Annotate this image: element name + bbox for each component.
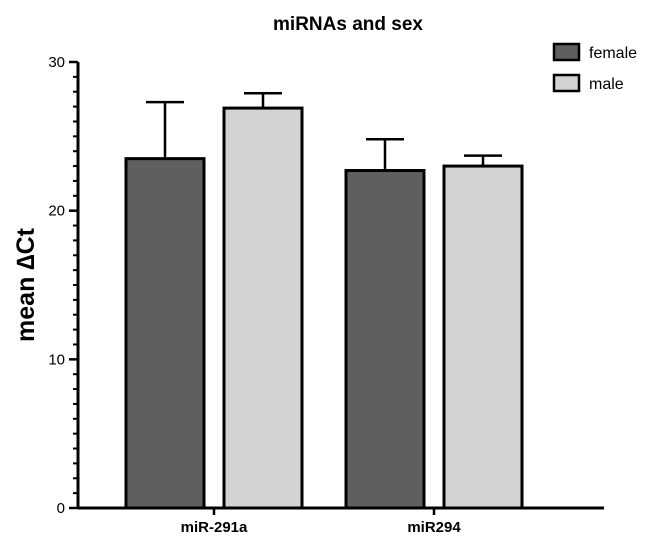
y-tick-label: 30 bbox=[48, 54, 65, 71]
chart-title: miRNAs and sex bbox=[273, 14, 423, 35]
y-tick-label: 0 bbox=[57, 500, 65, 517]
error-bars-layer bbox=[146, 91, 502, 171]
x-category-label: miR294 bbox=[407, 519, 461, 536]
bars-layer bbox=[124, 106, 524, 510]
bar-male-miR294 bbox=[442, 164, 524, 510]
y-tick-label: 10 bbox=[48, 351, 65, 368]
legend-swatch-male bbox=[552, 73, 581, 93]
bar-female-miR-291a bbox=[124, 157, 206, 510]
y-ticks-layer: 0 10 20 30 bbox=[48, 54, 78, 517]
legend-swatch-female bbox=[552, 42, 581, 62]
x-category-label: miR-291a bbox=[181, 519, 248, 536]
category-labels-layer: miR-291a miR294 bbox=[181, 519, 462, 536]
bar-male-miR-291a bbox=[222, 106, 304, 510]
legend-label-female: female bbox=[589, 45, 637, 62]
bar-female-miR294 bbox=[344, 169, 426, 510]
y-tick-label: 20 bbox=[48, 203, 65, 220]
y-axis-label: mean ∆Ct bbox=[12, 227, 40, 342]
legend-label-male: male bbox=[589, 76, 624, 93]
legend: female male bbox=[552, 42, 637, 93]
